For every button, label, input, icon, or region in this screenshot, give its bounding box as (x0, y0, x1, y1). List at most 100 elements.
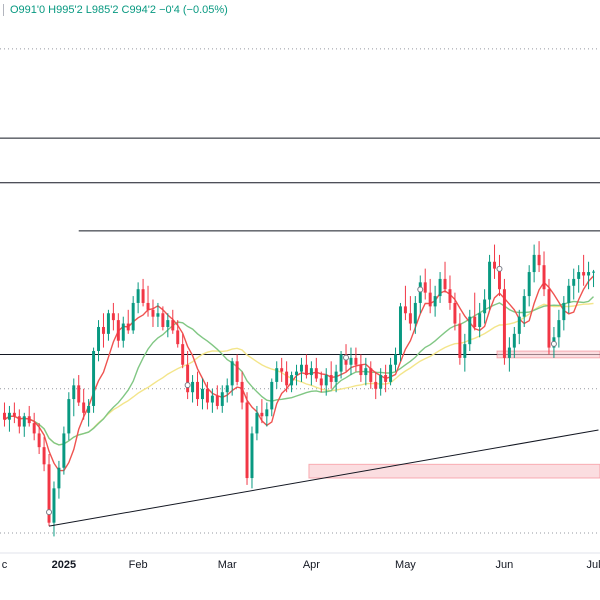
candle-body (235, 361, 239, 382)
candle (354, 347, 358, 372)
candle-body (245, 402, 249, 479)
candle-body (493, 261, 497, 269)
candle-body (423, 282, 427, 293)
ohlc-legend: O991'0 H995'2 L985'2 C994'2 −0'4 (−0.05%… (0, 4, 228, 17)
candle (448, 275, 452, 310)
x-tick-label: 2025 (52, 559, 76, 571)
candle (379, 368, 383, 396)
candle (324, 368, 328, 396)
candle-body (2, 412, 6, 420)
candle-body (126, 323, 130, 331)
candle-body (22, 416, 26, 427)
candle (502, 278, 506, 365)
candle (319, 371, 323, 393)
candle (7, 405, 11, 432)
candle (106, 309, 110, 341)
candle-body (220, 392, 224, 406)
candle (181, 333, 185, 369)
candle (146, 285, 150, 317)
candle-body (181, 344, 185, 365)
candle-body (389, 364, 393, 382)
candle (398, 302, 402, 362)
candle-body (171, 320, 175, 331)
candle-body (532, 254, 536, 273)
candle (295, 364, 299, 386)
candle (37, 423, 41, 455)
marker-circle (46, 509, 53, 516)
candle-body (309, 368, 313, 376)
candle (478, 302, 482, 338)
candle-body (438, 278, 442, 297)
candle (562, 296, 566, 331)
candle (423, 268, 427, 300)
candle-body (210, 395, 214, 403)
candle (577, 265, 581, 293)
candle (27, 405, 31, 427)
candle (97, 320, 101, 362)
candle-body (200, 388, 204, 400)
candle-body (186, 364, 190, 393)
candle-body (572, 278, 576, 286)
ma-mid-line (4, 296, 594, 446)
candle (403, 285, 407, 321)
candle-body (101, 326, 105, 334)
candle-body (7, 412, 11, 420)
candle (418, 275, 422, 314)
candle-body (354, 357, 358, 365)
candle (166, 313, 170, 338)
candle (196, 371, 200, 406)
candle-body (52, 488, 56, 523)
candle (438, 272, 442, 303)
candle (547, 278, 551, 355)
candle-body (295, 371, 299, 376)
legend-edge (0, 4, 4, 17)
x-tick-label: May (395, 559, 416, 571)
candle-body (418, 282, 422, 303)
candle-body (275, 368, 279, 382)
candle (384, 364, 388, 393)
candle-body (374, 381, 378, 389)
candle-body (547, 289, 551, 348)
candle (176, 320, 180, 348)
candle (567, 278, 571, 314)
candle-body (215, 395, 219, 406)
candle (339, 351, 343, 379)
candle (111, 302, 115, 331)
candle-body (379, 375, 383, 389)
candle (483, 289, 487, 324)
candle-body (557, 320, 561, 338)
candle-body (339, 354, 343, 372)
candle (32, 412, 36, 441)
candle (17, 409, 21, 434)
candle-body (151, 309, 155, 317)
candle-body (483, 299, 487, 314)
candle-body (522, 296, 526, 317)
candle-body (265, 409, 269, 417)
candle (290, 371, 294, 393)
candle (592, 269, 596, 288)
candle (200, 378, 204, 410)
x-tick-label: Feb (129, 559, 148, 571)
candle-body (280, 368, 284, 372)
candle-body (260, 412, 264, 417)
candle-body (240, 381, 244, 403)
candle (408, 296, 412, 331)
candle (389, 357, 393, 386)
marker-circle (496, 265, 503, 272)
candle-body (512, 333, 516, 348)
candle-body (121, 323, 125, 341)
candle-body (453, 302, 457, 324)
candle-body (463, 344, 467, 358)
candle (522, 289, 526, 327)
candle (299, 357, 303, 382)
candle-body (141, 289, 145, 303)
candle (235, 354, 239, 386)
candle-body (468, 316, 472, 345)
candle-body (488, 261, 492, 300)
candle (62, 426, 66, 475)
candle-body (57, 467, 61, 489)
candle-body (37, 433, 41, 448)
candle (572, 268, 576, 300)
candle (334, 364, 338, 393)
